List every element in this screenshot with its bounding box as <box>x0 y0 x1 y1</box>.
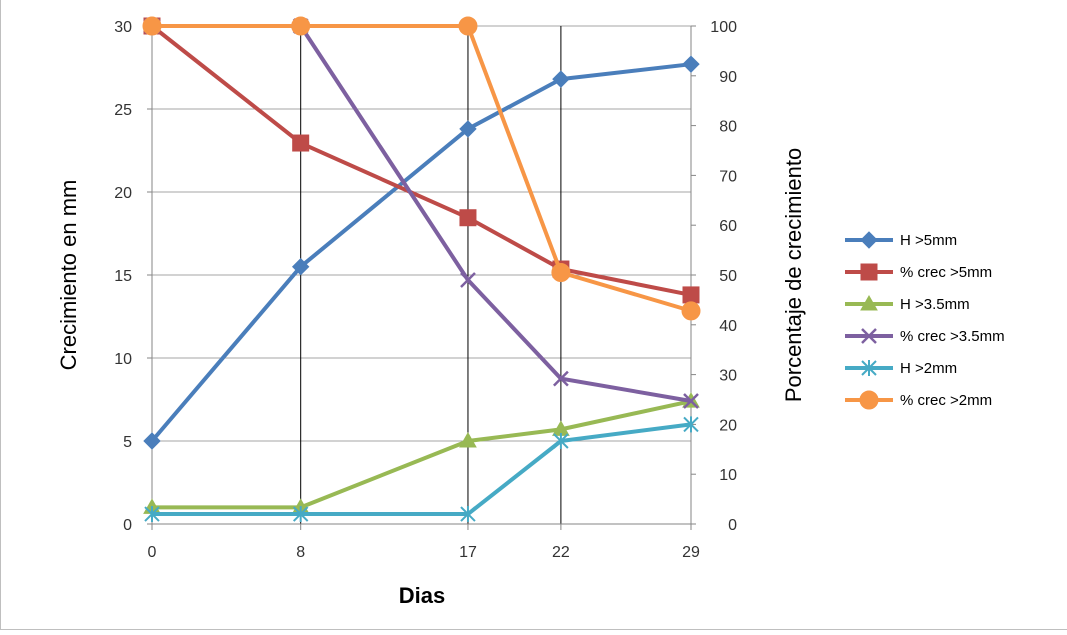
data-point <box>291 16 311 36</box>
y-tick-label-right: 30 <box>719 368 737 385</box>
data-point <box>552 70 570 88</box>
y-tick-label-left: 15 <box>114 268 132 285</box>
series-layer <box>142 16 701 523</box>
legend-marker <box>861 360 877 376</box>
axes-layer: 0 5 10 15 20 25 30 0 10 20 30 40 50 60 70 80 90 100 0 8 17 22… <box>114 19 737 561</box>
x-tick-label: 8 <box>296 544 305 561</box>
legend-label: H >5mm <box>900 232 957 249</box>
grid-layer <box>151 25 692 525</box>
legend-marker <box>860 294 878 311</box>
data-point <box>460 506 476 523</box>
legend-item: H >2mm <box>845 360 957 377</box>
legend-marker <box>859 390 879 410</box>
marker-stroke <box>861 328 877 344</box>
y-tick-label-left: 20 <box>114 185 132 202</box>
y-tick-label-right: 20 <box>719 417 737 434</box>
data-point <box>459 120 477 138</box>
series-5 <box>142 16 701 321</box>
series-1 <box>143 17 700 304</box>
legend: H >5mm % crec >5mm H >3.5mm % crec >3.5mm H … <box>845 231 1005 410</box>
series-line <box>152 399 692 510</box>
legend-marker <box>861 328 877 344</box>
data-point <box>460 272 476 288</box>
legend-item: H >3.5mm <box>845 294 970 313</box>
data-point <box>682 55 700 73</box>
legend-label: % crec >2mm <box>900 392 992 409</box>
series-0 <box>143 55 700 450</box>
data-point <box>459 209 477 227</box>
data-point <box>144 506 160 523</box>
series-2 <box>143 392 700 514</box>
y-tick-label-right: 40 <box>719 318 737 335</box>
y-axis-title-right: Porcentaje de crecimiento <box>781 148 806 402</box>
legend-item: % crec >3.5mm <box>845 328 1005 345</box>
y-tick-label-left: 25 <box>114 102 132 119</box>
y-tick-label-right: 0 <box>728 517 737 534</box>
marker-stroke <box>683 393 699 409</box>
marker-stroke <box>553 370 569 387</box>
legend-label: % crec >5mm <box>900 264 992 281</box>
y-tick-label-left: 5 <box>123 434 132 451</box>
series-line <box>152 422 692 517</box>
data-point <box>292 506 309 523</box>
x-axis-title: Dias <box>399 583 445 608</box>
data-point <box>553 370 569 387</box>
y-tick-label-right: 60 <box>719 218 737 235</box>
series-line <box>150 62 692 443</box>
y-tick-label-right: 100 <box>710 19 737 36</box>
legend-label: % crec >3.5mm <box>900 328 1005 345</box>
legend-label: H >3.5mm <box>900 296 970 313</box>
series-line <box>150 24 692 297</box>
data-point <box>683 393 699 409</box>
data-point <box>142 16 162 36</box>
y-tick-label-left: 10 <box>114 351 132 368</box>
x-tick-label: 22 <box>552 544 570 561</box>
legend-item: % crec >2mm <box>845 390 992 410</box>
data-point <box>459 431 477 448</box>
x-tick-label: 29 <box>682 544 700 561</box>
legend-marker <box>860 263 878 281</box>
legend-item: H >5mm <box>845 231 957 249</box>
y-tick-label-left: 30 <box>114 19 132 36</box>
legend-item: % crec >5mm <box>845 263 992 281</box>
x-tick-label: 17 <box>459 544 477 561</box>
y-tick-label-right: 90 <box>719 69 737 86</box>
y-tick-label-right: 10 <box>719 467 737 484</box>
data-point <box>553 433 569 449</box>
x-tick-label: 0 <box>148 544 157 561</box>
y-tick-label-right: 50 <box>719 268 737 285</box>
data-point <box>682 286 700 304</box>
series-4 <box>144 416 699 523</box>
y-tick-label-left: 0 <box>123 517 132 534</box>
legend-marker <box>860 231 878 249</box>
data-point <box>291 257 310 276</box>
data-point <box>292 134 310 152</box>
marker-stroke <box>460 272 476 288</box>
data-point <box>683 416 699 433</box>
data-point <box>681 301 701 321</box>
data-point <box>458 16 478 36</box>
y-axis-title-left: Crecimiento en mm <box>56 180 81 371</box>
y-tick-label-right: 70 <box>719 168 737 185</box>
data-point <box>551 263 571 283</box>
legend-label: H >2mm <box>900 360 957 377</box>
data-point <box>143 432 161 450</box>
y-tick-label-right: 80 <box>719 119 737 136</box>
